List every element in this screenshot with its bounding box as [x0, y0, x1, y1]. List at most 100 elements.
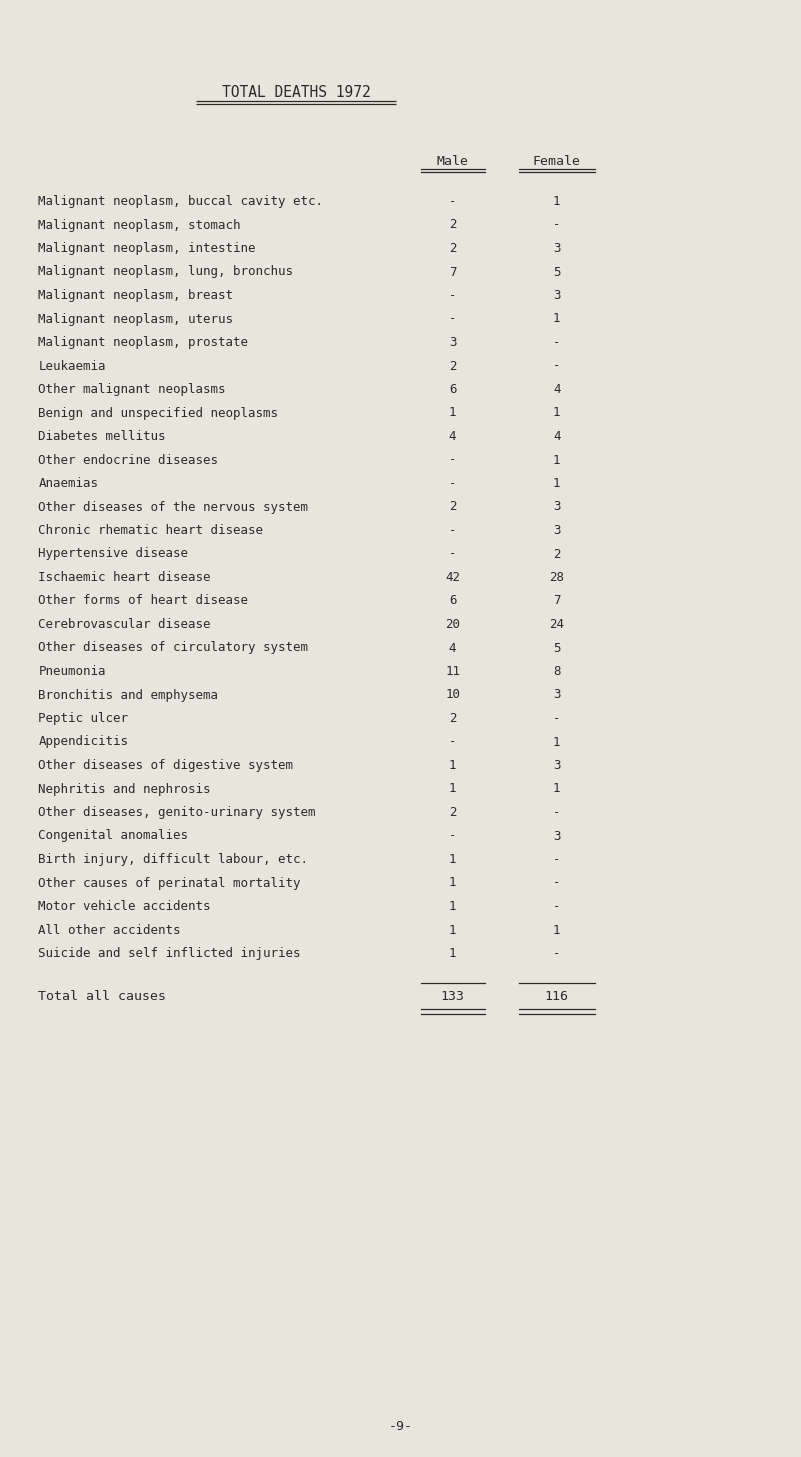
Text: 1: 1 — [553, 782, 561, 796]
Text: -: - — [449, 453, 457, 466]
Text: 3: 3 — [553, 759, 561, 772]
Text: 1: 1 — [553, 453, 561, 466]
Text: Bronchitis and emphysema: Bronchitis and emphysema — [38, 689, 219, 701]
Text: Diabetes mellitus: Diabetes mellitus — [38, 430, 166, 443]
Text: 3: 3 — [553, 501, 561, 513]
Text: 1: 1 — [449, 852, 457, 865]
Text: Appendicitis: Appendicitis — [38, 736, 128, 749]
Text: Malignant neoplasm, prostate: Malignant neoplasm, prostate — [38, 337, 248, 350]
Text: -: - — [449, 476, 457, 490]
Text: 2: 2 — [449, 712, 457, 726]
Text: 3: 3 — [449, 337, 457, 350]
Text: 2: 2 — [449, 242, 457, 255]
Text: -: - — [449, 195, 457, 208]
Text: 7: 7 — [553, 594, 561, 608]
Text: 2: 2 — [449, 219, 457, 232]
Text: -: - — [553, 337, 561, 350]
Text: Leukaemia: Leukaemia — [38, 360, 106, 373]
Text: 1: 1 — [553, 476, 561, 490]
Text: Other causes of perinatal mortality: Other causes of perinatal mortality — [38, 877, 301, 890]
Text: Other diseases of the nervous system: Other diseases of the nervous system — [38, 501, 308, 513]
Text: -: - — [553, 852, 561, 865]
Text: 1: 1 — [449, 407, 457, 420]
Text: Malignant neoplasm, stomach: Malignant neoplasm, stomach — [38, 219, 241, 232]
Text: 42: 42 — [445, 571, 460, 584]
Text: 20: 20 — [445, 618, 460, 631]
Text: 28: 28 — [549, 571, 564, 584]
Text: -: - — [553, 219, 561, 232]
Text: 1: 1 — [553, 924, 561, 937]
Text: 3: 3 — [553, 242, 561, 255]
Text: 1: 1 — [449, 947, 457, 960]
Text: 1: 1 — [449, 900, 457, 914]
Text: Malignant neoplasm, uterus: Malignant neoplasm, uterus — [38, 312, 233, 325]
Text: 2: 2 — [449, 360, 457, 373]
Text: Malignant neoplasm, breast: Malignant neoplasm, breast — [38, 288, 233, 302]
Text: Motor vehicle accidents: Motor vehicle accidents — [38, 900, 211, 914]
Text: 5: 5 — [553, 265, 561, 278]
Text: Suicide and self inflicted injuries: Suicide and self inflicted injuries — [38, 947, 301, 960]
Text: Other malignant neoplasms: Other malignant neoplasms — [38, 383, 226, 396]
Text: 3: 3 — [553, 525, 561, 538]
Text: Cerebrovascular disease: Cerebrovascular disease — [38, 618, 211, 631]
Text: Male: Male — [437, 154, 469, 168]
Text: Malignant neoplasm, buccal cavity etc.: Malignant neoplasm, buccal cavity etc. — [38, 195, 324, 208]
Text: 4: 4 — [449, 430, 457, 443]
Text: Peptic ulcer: Peptic ulcer — [38, 712, 128, 726]
Text: -9-: -9- — [388, 1421, 413, 1434]
Text: TOTAL DEATHS 1972: TOTAL DEATHS 1972 — [222, 85, 371, 101]
Text: Other endocrine diseases: Other endocrine diseases — [38, 453, 219, 466]
Text: 5: 5 — [553, 641, 561, 654]
Text: 3: 3 — [553, 288, 561, 302]
Text: Other forms of heart disease: Other forms of heart disease — [38, 594, 248, 608]
Text: 1: 1 — [553, 195, 561, 208]
Text: -: - — [553, 712, 561, 726]
Text: 6: 6 — [449, 594, 457, 608]
Text: 10: 10 — [445, 689, 460, 701]
Text: 1: 1 — [449, 782, 457, 796]
Text: Other diseases of digestive system: Other diseases of digestive system — [38, 759, 293, 772]
Text: Chronic rhematic heart disease: Chronic rhematic heart disease — [38, 525, 264, 538]
Text: Malignant neoplasm, lung, bronchus: Malignant neoplasm, lung, bronchus — [38, 265, 293, 278]
Text: -: - — [553, 900, 561, 914]
Text: 7: 7 — [449, 265, 457, 278]
Text: 3: 3 — [553, 689, 561, 701]
Text: -: - — [449, 548, 457, 561]
Text: -: - — [553, 360, 561, 373]
Text: Other diseases, genito-urinary system: Other diseases, genito-urinary system — [38, 806, 316, 819]
Text: 11: 11 — [445, 664, 460, 678]
Text: Birth injury, difficult labour, etc.: Birth injury, difficult labour, etc. — [38, 852, 308, 865]
Text: Pneumonia: Pneumonia — [38, 664, 106, 678]
Text: 1: 1 — [553, 736, 561, 749]
Text: Nephritis and nephrosis: Nephritis and nephrosis — [38, 782, 211, 796]
Text: Other diseases of circulatory system: Other diseases of circulatory system — [38, 641, 308, 654]
Text: 24: 24 — [549, 618, 564, 631]
Text: Anaemias: Anaemias — [38, 476, 99, 490]
Text: 1: 1 — [553, 407, 561, 420]
Text: -: - — [553, 947, 561, 960]
Text: -: - — [449, 829, 457, 842]
Text: 1: 1 — [449, 759, 457, 772]
Text: -: - — [449, 736, 457, 749]
Text: 4: 4 — [553, 430, 561, 443]
Text: 1: 1 — [553, 312, 561, 325]
Text: 116: 116 — [545, 991, 569, 1004]
Text: Female: Female — [533, 154, 581, 168]
Text: 4: 4 — [449, 641, 457, 654]
Text: -: - — [449, 288, 457, 302]
Text: Total all causes: Total all causes — [38, 991, 167, 1004]
Text: All other accidents: All other accidents — [38, 924, 181, 937]
Text: 2: 2 — [553, 548, 561, 561]
Text: Malignant neoplasm, intestine: Malignant neoplasm, intestine — [38, 242, 256, 255]
Text: -: - — [553, 806, 561, 819]
Text: 3: 3 — [553, 829, 561, 842]
Text: 6: 6 — [449, 383, 457, 396]
Text: Benign and unspecified neoplasms: Benign and unspecified neoplasms — [38, 407, 279, 420]
Text: 2: 2 — [449, 806, 457, 819]
Text: 133: 133 — [441, 991, 465, 1004]
Text: Congenital anomalies: Congenital anomalies — [38, 829, 188, 842]
Text: 4: 4 — [553, 383, 561, 396]
Text: -: - — [449, 525, 457, 538]
Text: -: - — [449, 312, 457, 325]
Text: -: - — [553, 877, 561, 890]
